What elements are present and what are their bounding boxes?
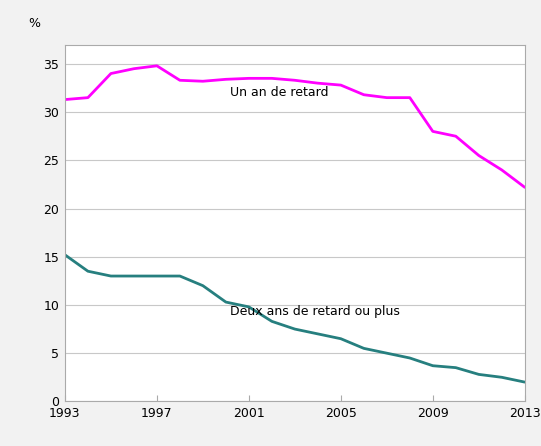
Text: %: % xyxy=(28,17,40,30)
Text: Un an de retard: Un an de retard xyxy=(230,87,329,99)
Text: Deux ans de retard ou plus: Deux ans de retard ou plus xyxy=(230,305,400,318)
